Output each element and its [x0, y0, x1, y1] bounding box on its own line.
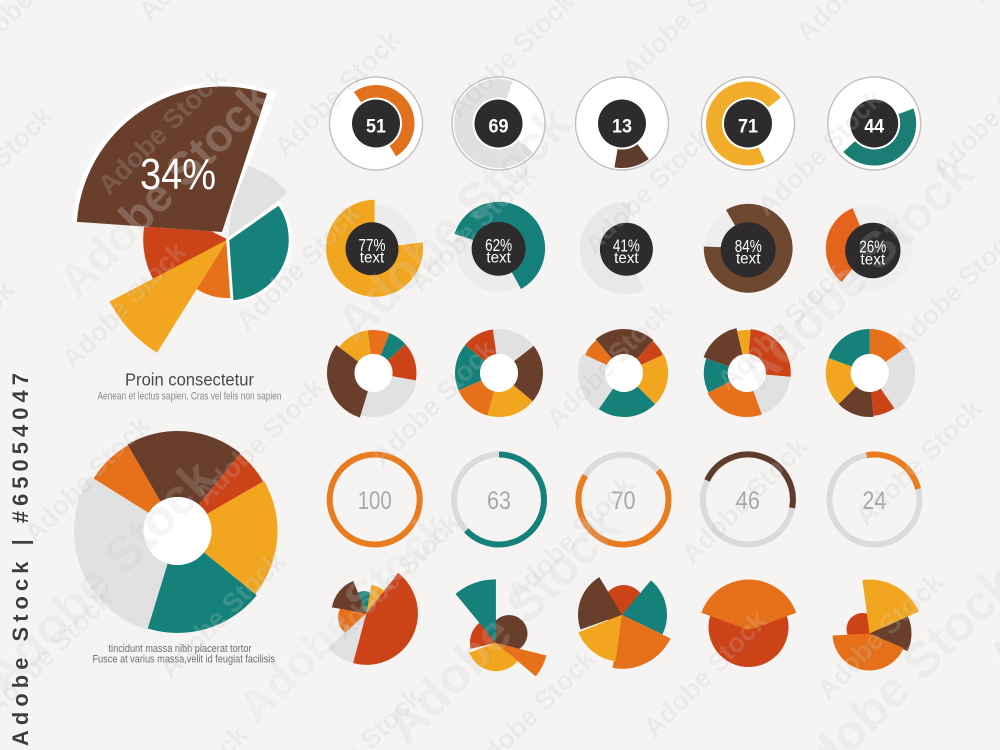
svg-text:62%: 62%	[485, 235, 512, 255]
svg-text:100: 100	[358, 487, 392, 515]
svg-text:44: 44	[864, 115, 884, 137]
svg-text:77%: 77%	[359, 235, 386, 255]
svg-text:Adobe Stock: Adobe Stock	[962, 0, 1000, 9]
svg-text:Proin consectetur: Proin consectetur	[125, 370, 254, 390]
svg-text:41%: 41%	[613, 236, 640, 256]
svg-text:Adobe Stock | #65054047: Adobe Stock | #65054047	[8, 368, 33, 746]
svg-text:26%: 26%	[859, 237, 886, 257]
svg-text:71: 71	[738, 115, 758, 137]
svg-text:text: text	[861, 251, 886, 268]
svg-text:69: 69	[489, 115, 509, 137]
svg-text:51: 51	[366, 115, 386, 137]
svg-text:text: text	[360, 250, 385, 267]
svg-text:34%: 34%	[140, 150, 216, 199]
svg-text:Adobe Stock: Adobe Stock	[964, 0, 1000, 9]
svg-text:63: 63	[487, 487, 511, 515]
svg-text:Fusce at varius massa,velit id: Fusce at varius massa,velit id feugiat f…	[92, 654, 275, 666]
svg-text:70: 70	[612, 487, 636, 515]
svg-text:46: 46	[736, 487, 760, 515]
svg-text:13: 13	[612, 115, 632, 137]
svg-text:24: 24	[862, 487, 886, 515]
svg-text:text: text	[614, 250, 639, 267]
svg-text:84%: 84%	[735, 236, 762, 256]
svg-text:Aenean et lectus sapien. Cras: Aenean et lectus sapien. Cras vel felis …	[98, 391, 282, 403]
svg-text:tincidunt massa nibh placerat: tincidunt massa nibh placerat tortor	[109, 643, 252, 655]
svg-text:text: text	[736, 251, 761, 268]
svg-text:text: text	[486, 250, 511, 267]
